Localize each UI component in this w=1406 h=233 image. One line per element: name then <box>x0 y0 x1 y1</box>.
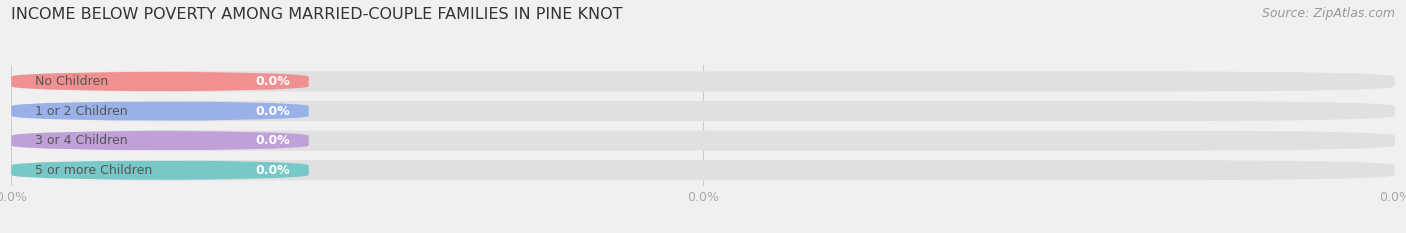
Text: 5 or more Children: 5 or more Children <box>35 164 152 177</box>
FancyBboxPatch shape <box>11 72 1395 92</box>
Text: 3 or 4 Children: 3 or 4 Children <box>35 134 128 147</box>
Text: 0.0%: 0.0% <box>256 105 291 117</box>
FancyBboxPatch shape <box>11 101 309 121</box>
Text: Source: ZipAtlas.com: Source: ZipAtlas.com <box>1261 7 1395 20</box>
Text: INCOME BELOW POVERTY AMONG MARRIED-COUPLE FAMILIES IN PINE KNOT: INCOME BELOW POVERTY AMONG MARRIED-COUPL… <box>11 7 623 22</box>
Text: No Children: No Children <box>35 75 108 88</box>
Text: 1 or 2 Children: 1 or 2 Children <box>35 105 128 117</box>
Text: 0.0%: 0.0% <box>256 75 291 88</box>
FancyBboxPatch shape <box>11 160 1395 180</box>
FancyBboxPatch shape <box>11 72 309 92</box>
Text: 0.0%: 0.0% <box>256 164 291 177</box>
FancyBboxPatch shape <box>11 160 309 180</box>
FancyBboxPatch shape <box>11 130 1395 151</box>
Text: 0.0%: 0.0% <box>256 134 291 147</box>
FancyBboxPatch shape <box>11 101 1395 121</box>
FancyBboxPatch shape <box>11 130 309 151</box>
